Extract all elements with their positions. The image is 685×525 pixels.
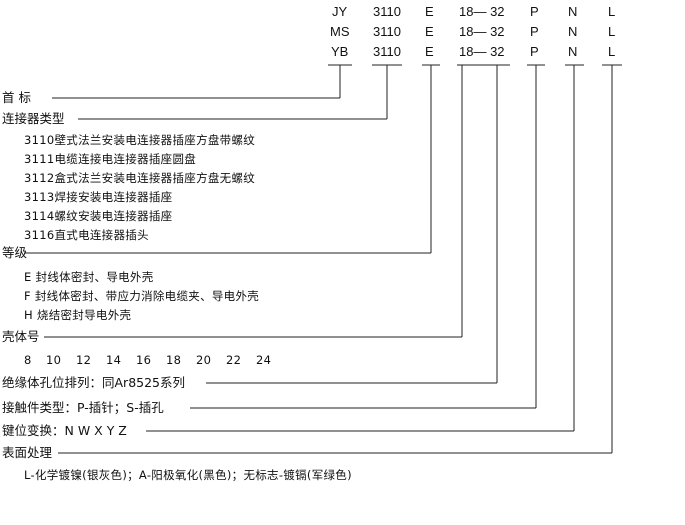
code-size: 18— 32 [459, 4, 505, 19]
code-size: 18— 32 [459, 24, 505, 39]
code-prefix: YB [331, 44, 349, 59]
shell-size-value: 22 [226, 353, 242, 367]
code-finish: L [608, 44, 616, 59]
shell-size-value: 14 [106, 353, 122, 367]
section-shell-size-label: 壳体号 [2, 329, 40, 344]
shell-size-value: 20 [196, 353, 212, 367]
shell-size-value: 12 [76, 353, 92, 367]
code-key: N [568, 24, 578, 39]
shell-size-value: 16 [136, 353, 152, 367]
code-finish: L [608, 24, 616, 39]
section-finish-label: 表面处理 [2, 445, 53, 460]
shell-size-value: 18 [166, 353, 182, 367]
shell-size-value: 10 [46, 353, 62, 367]
code-shell: 3110 [373, 44, 401, 59]
code-contact: P [530, 44, 539, 59]
code-shell: 3110 [373, 4, 401, 19]
code-prefix: MS [330, 24, 350, 39]
section-grade-label: 等级 [2, 245, 28, 260]
code-grade: E [425, 44, 434, 59]
code-prefix: JY [332, 4, 348, 19]
code-size: 18— 32 [459, 44, 505, 59]
finish-item: L-化学镀镍(银灰色)；A-阳极氧化(黑色)；无标志-镀镉(军绿色) [24, 468, 352, 482]
section-prefix-label: 首 标 [2, 90, 31, 105]
section-insert-label: 绝缘体孔位排列：同Ar8525系列 [2, 375, 186, 390]
code-grade: E [425, 24, 434, 39]
type-item: 3110壁式法兰安装电连接器插座方盘带螺纹 [24, 133, 256, 147]
shell-size-value: 8 [24, 353, 32, 367]
type-item: 3112盒式法兰安装电连接器插座方盘无螺纹 [24, 171, 256, 185]
code-grade: E [425, 4, 434, 19]
type-item: 3114螺纹安装电连接器插座 [24, 209, 173, 223]
grade-item: F 封线体密封、带应力消除电缆夹、导电外壳 [24, 289, 260, 303]
grade-item: H 烧结密封导电外壳 [24, 308, 132, 322]
shell-size-value: 24 [256, 353, 272, 367]
code-contact: P [530, 4, 539, 19]
section-key-label: 键位变换：N W X Y Z [2, 423, 127, 438]
type-item: 3116直式电连接器插头 [24, 228, 149, 242]
section-type-label: 连接器类型 [2, 111, 65, 126]
code-shell: 3110 [373, 24, 401, 39]
code-key: N [568, 4, 578, 19]
code-key: N [568, 44, 578, 59]
grade-item: E 封线体密封、导电外壳 [24, 270, 154, 284]
type-item: 3113焊接安装电连接器插座 [24, 190, 173, 204]
code-contact: P [530, 24, 539, 39]
type-item: 3111电缆连接电连接器插座圆盘 [24, 152, 197, 166]
section-contact-label: 接触件类型：P-插针；S-插孔 [2, 400, 164, 415]
code-finish: L [608, 4, 616, 19]
